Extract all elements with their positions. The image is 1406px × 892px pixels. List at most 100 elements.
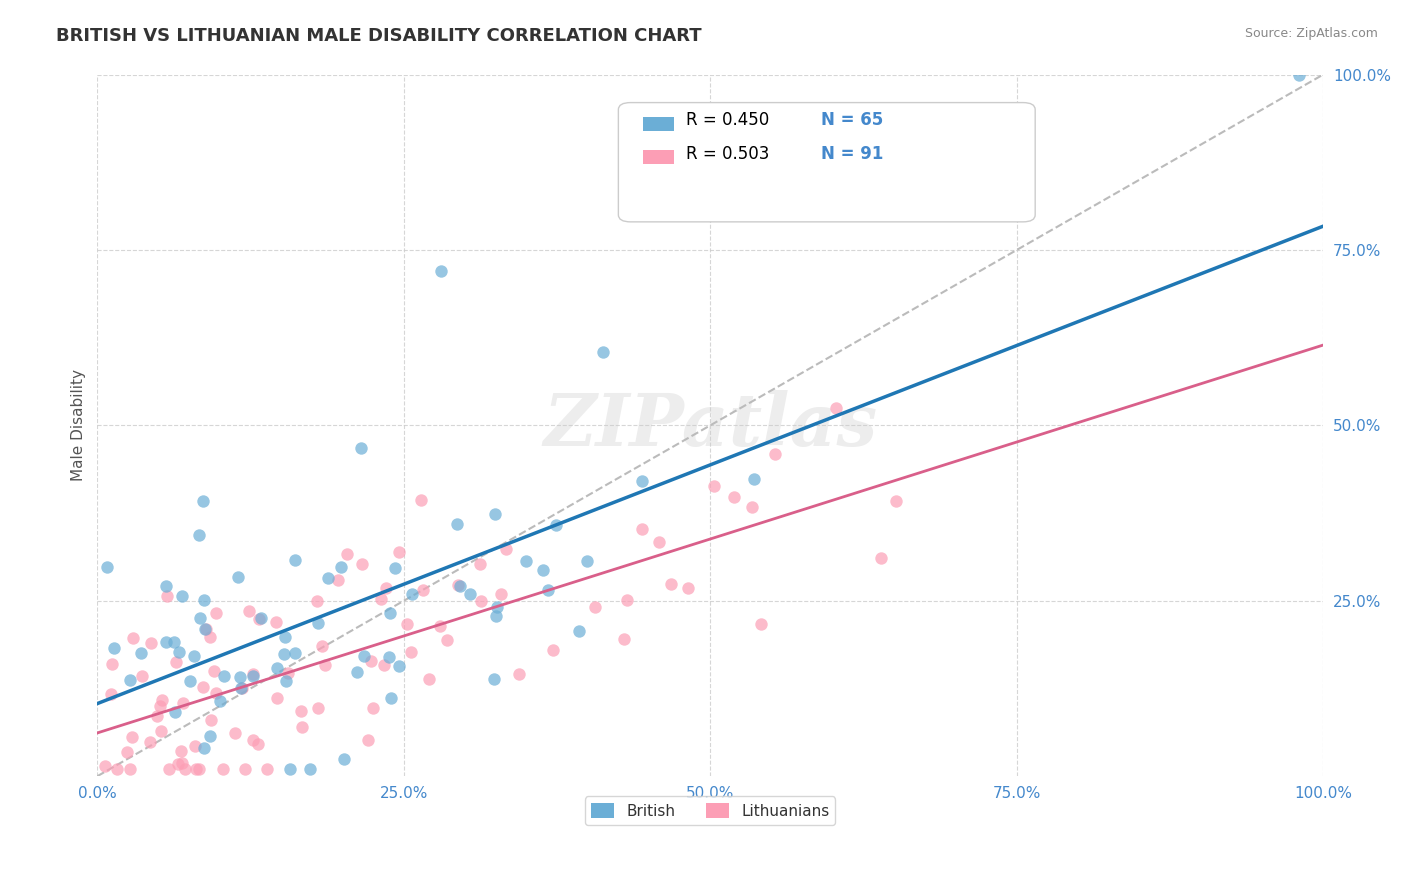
Point (103, 641, 125, 656)
Point (233, 762, 256, 776)
Y-axis label: Male Disability: Male Disability (72, 369, 86, 482)
Point (388, 544, 411, 558)
Point (170, 744, 193, 758)
Point (266, 691, 288, 706)
Point (741, 500, 763, 515)
Point (568, 624, 591, 639)
Text: N = 65: N = 65 (821, 112, 883, 129)
Point (446, 578, 468, 592)
Point (284, 646, 307, 660)
Point (412, 582, 434, 597)
Point (242, 666, 264, 681)
Text: BRITISH VS LITHUANIAN MALE DISABILITY CORRELATION CHART: BRITISH VS LITHUANIAN MALE DISABILITY CO… (56, 27, 702, 45)
Point (165, 656, 187, 670)
Text: ZIPatlas: ZIPatlas (543, 390, 877, 461)
Point (205, 606, 228, 620)
Point (193, 740, 215, 755)
Point (118, 762, 141, 776)
Text: R = 0.503: R = 0.503 (686, 145, 769, 163)
Point (380, 606, 402, 620)
Point (105, 762, 128, 776)
Point (191, 493, 214, 508)
Point (360, 654, 382, 668)
Point (156, 589, 179, 603)
Point (401, 587, 423, 601)
Point (316, 571, 339, 585)
Point (256, 762, 278, 776)
Point (575, 553, 598, 567)
Point (350, 441, 373, 455)
Point (163, 635, 186, 649)
Point (307, 701, 329, 715)
Point (489, 587, 512, 601)
Point (238, 604, 260, 618)
FancyBboxPatch shape (643, 150, 673, 164)
Point (648, 535, 671, 549)
Point (290, 704, 312, 718)
Point (183, 649, 205, 664)
Point (212, 669, 235, 683)
Point (184, 762, 207, 776)
Point (537, 582, 560, 597)
Point (631, 522, 654, 536)
Point (884, 493, 907, 508)
Point (131, 669, 153, 683)
Point (314, 657, 336, 672)
Point (702, 479, 724, 493)
Point (541, 643, 564, 657)
Point (411, 492, 433, 507)
Point (200, 713, 222, 727)
Point (198, 630, 221, 644)
Point (336, 547, 359, 561)
Point (458, 587, 481, 601)
Point (226, 570, 249, 584)
Point (146, 709, 169, 723)
Point (139, 636, 162, 650)
Point (276, 673, 298, 688)
Point (446, 516, 468, 531)
Point (277, 665, 299, 680)
Point (155, 579, 177, 593)
Point (115, 745, 138, 759)
Point (129, 646, 152, 660)
Point (249, 611, 271, 625)
Point (122, 631, 145, 645)
Point (242, 733, 264, 747)
Point (100, 687, 122, 701)
Point (515, 554, 537, 568)
Point (374, 581, 396, 595)
Point (211, 762, 233, 776)
Point (328, 573, 350, 587)
Legend: British, Lithuanians: British, Lithuanians (585, 797, 835, 825)
Point (388, 659, 411, 673)
Point (468, 557, 491, 571)
Point (305, 594, 328, 608)
Point (157, 762, 180, 776)
Point (361, 701, 384, 715)
Point (311, 639, 333, 653)
Point (96, 560, 118, 574)
Point (202, 664, 225, 678)
Point (228, 670, 250, 684)
Point (198, 730, 221, 744)
Point (763, 447, 786, 461)
Point (508, 667, 530, 681)
Point (380, 691, 402, 706)
Point (723, 490, 745, 504)
Text: R = 0.450: R = 0.450 (686, 112, 769, 129)
Point (155, 634, 177, 648)
Point (163, 706, 186, 720)
Point (121, 730, 143, 744)
Point (150, 692, 173, 706)
Point (616, 593, 638, 607)
Point (450, 579, 472, 593)
Point (533, 563, 555, 577)
Point (583, 600, 606, 615)
Point (172, 696, 194, 710)
Point (436, 632, 458, 647)
Point (485, 600, 508, 615)
Point (330, 560, 353, 574)
Point (193, 593, 215, 607)
Point (94, 759, 117, 773)
Point (1288, 68, 1310, 82)
